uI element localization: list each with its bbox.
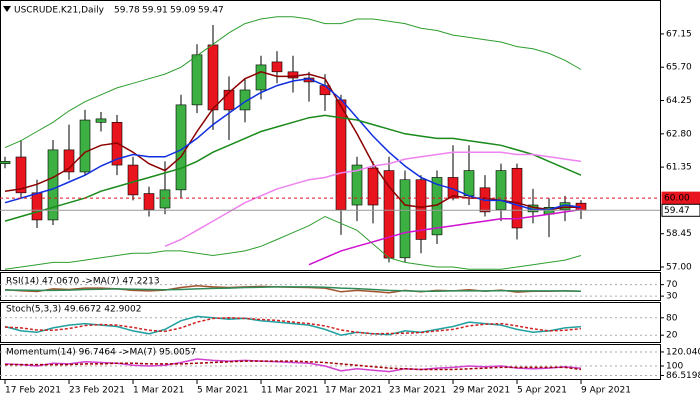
x-tick-label: 11 Mar 2021 [261,386,318,396]
candle-body [63,149,75,173]
quote-open: 59.78 [114,6,140,16]
candle-body [495,170,507,210]
quote-low: 59.09 [170,6,196,16]
x-tick-label: 17 Mar 2021 [325,386,382,396]
price-level-label: 60.00 [664,194,690,204]
panel-title: RSI(14) 47.0670 ->MA(7) 47.2213 [6,277,160,287]
y-tick-label: 64.25 [666,96,692,106]
indicator-line [4,16,582,149]
x-tick-label: 23 Mar 2021 [389,386,446,396]
candle-body [463,170,475,197]
x-tick-label: 5 Mar 2021 [197,386,248,396]
indicator-line [4,77,582,211]
candle-body [175,104,187,191]
y-tick-label: 58.45 [666,229,692,239]
candle-body [47,149,59,221]
header: USCRUDE.K21,Daily 59.78 59.91 59.09 59.4… [14,6,224,16]
x-tick-label: 1 Mar 2021 [133,386,184,396]
candle-body [79,119,91,173]
indicator-line [4,215,582,270]
x-tick-label: 17 Feb 2021 [5,386,61,396]
candle-body [95,118,107,123]
candle-body [415,179,427,240]
y-tick-label: 65.70 [666,63,692,73]
indicator-line [4,358,582,373]
momentum-frame [0,344,661,380]
y-tick-label: 80 [666,313,678,323]
candle-body [143,193,155,210]
y-tick-label: 30 [666,292,678,302]
candle-body [399,179,411,259]
y-tick-label: 20 [666,331,678,341]
stoch-frame [0,302,661,343]
candle-body [15,156,27,194]
quote-high: 59.91 [142,6,168,16]
symbol-title: USCRUDE.K21,Daily [14,6,105,16]
panel-title: Momentum(14) 96.7464 ->MA(7) 95.0057 [6,348,196,358]
candle-body [255,64,267,91]
candle-body [351,164,363,206]
candle-body [271,61,283,73]
candle-body [127,164,139,196]
price-level-box [661,203,700,217]
candle-body [223,89,235,111]
y-tick-label: 67.15 [666,29,692,39]
x-tick-label: 5 Apr 2021 [517,386,567,396]
x-tick-label: 9 Apr 2021 [581,386,631,396]
y-tick-label: 57.00 [666,263,692,273]
indicator-line [5,286,582,292]
candle-body [287,71,299,79]
y-tick-label: 86.5198 [666,371,700,381]
indicator-line [4,114,582,222]
candle-body [383,170,395,259]
x-tick-label: 29 Mar 2021 [453,386,510,396]
y-tick-label: 120.0408 [666,347,700,357]
y-tick-label: 70 [666,280,678,290]
main-frame [0,0,661,271]
y-tick-label: 100 [666,362,683,372]
indicator-line [5,360,582,371]
candle-body [239,89,251,111]
indicator-line [164,151,582,247]
candle-body [191,54,203,106]
indicator-line [308,208,582,266]
candle-body [31,192,43,221]
quote-close: 59.47 [198,6,224,16]
x-tick-label: 23 Feb 2021 [69,386,125,396]
candle-body [159,189,171,209]
indicator-line [4,71,581,211]
y-tick-label: 61.35 [666,163,692,173]
price-level-label: 59.47 [664,206,690,216]
candle-body [207,44,219,111]
candle-body [319,85,331,96]
panel-title: Stoch(5,3,3) 49.6672 42.9002 [6,305,141,315]
candle-body [367,167,379,206]
indicator-line [4,317,582,335]
candle-body [335,99,347,211]
rsi-frame [0,272,661,301]
candle-body [0,161,11,164]
header-arrow [3,6,11,12]
y-tick-label: 62.80 [666,129,692,139]
